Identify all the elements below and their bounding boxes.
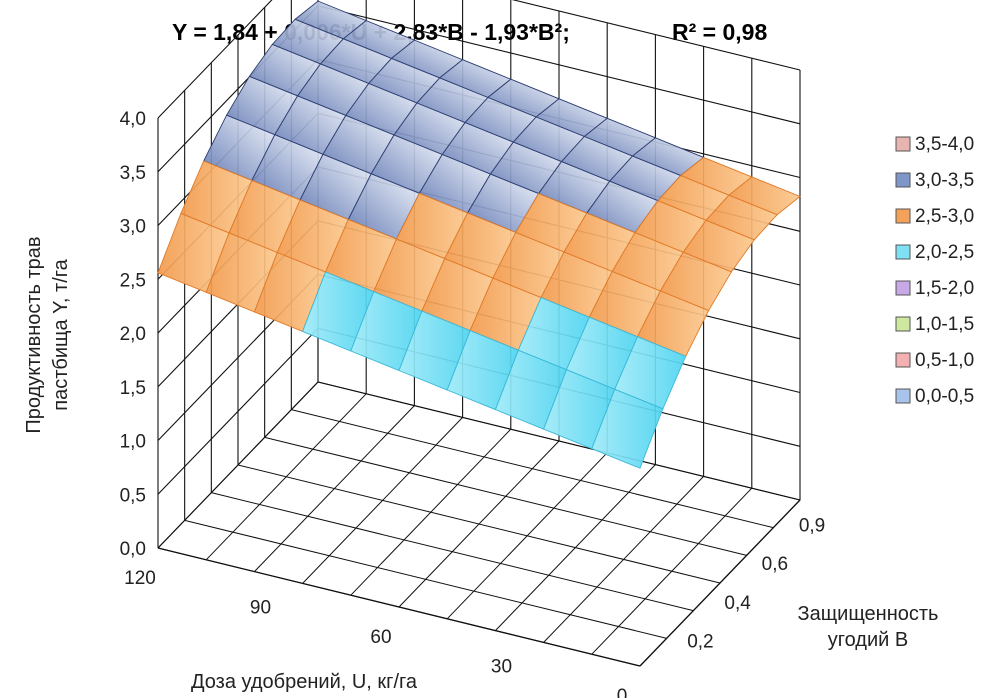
legend-swatch: [895, 172, 911, 188]
u-tick-label: 30: [491, 657, 512, 678]
y-tick-label: 0,5: [120, 485, 146, 506]
u-tick-label: 60: [370, 627, 391, 648]
y-tick-label: 3,5: [120, 163, 146, 184]
y-tick-label: 1,0: [120, 432, 146, 453]
grid-line: [446, 452, 608, 620]
legend-label: 0,0-0,5: [915, 386, 974, 407]
z-axis-label-line1: Защищенность: [798, 603, 939, 625]
y-tick-label: 3,0: [120, 217, 146, 238]
legend-swatch: [895, 136, 911, 152]
legend-swatch: [895, 388, 911, 404]
y-axis-label-line2: пастбища Y, т/га: [50, 258, 72, 410]
chart-legend: 3,5-4,0 3,0-3,5 2,5-3,0 2,0-2,5 1,5-2,0 1,0-1…: [895, 134, 974, 407]
grid-line: [591, 487, 753, 655]
legend-label: 1,0-1,5: [915, 314, 974, 335]
legend-swatch: [895, 280, 911, 296]
z-axis-label-line2: угодий В: [828, 629, 908, 651]
r-squared-label: R² = 0,98: [672, 19, 767, 45]
y-tick-label: 4,0: [120, 109, 146, 130]
b-tick-label: 0,4: [724, 593, 751, 614]
grid-line: [543, 476, 704, 643]
u-tick-label: 120: [124, 568, 156, 589]
legend-label: 0,5-1,0: [915, 350, 974, 371]
grid-line: [398, 440, 560, 608]
y-tick-label: 2,5: [120, 270, 146, 291]
surface-patch: [591, 388, 664, 469]
axis-line: [157, 547, 641, 667]
grid-line: [350, 428, 512, 596]
grid-line: [254, 405, 415, 572]
axis-ticks: 0,0 0,5 1,0 1,5 2,0 2,5 3,0 3,5 4,0 120 90 60 30 0 0,2…: [120, 109, 826, 698]
y-tick-label: 2,0: [120, 324, 146, 345]
legend-swatch: [895, 352, 911, 368]
grid-line: [205, 393, 367, 561]
legend-label: 3,0-3,5: [915, 170, 974, 191]
legend-label: 3,5-4,0: [915, 134, 974, 155]
legend-label: 1,5-2,0: [915, 278, 974, 299]
axis-line: [639, 499, 801, 667]
legend-swatch: [895, 244, 911, 260]
legend-swatch: [895, 208, 911, 224]
grid-line: [302, 417, 463, 584]
grid-line: [157, 381, 319, 549]
grid-line: [495, 464, 656, 631]
x-axis-label: Доза удобрений, U, кг/га: [191, 671, 418, 693]
b-tick-label: 0,2: [687, 631, 713, 652]
legend-swatch: [895, 316, 911, 332]
y-axis-label: Продуктивность трав пастбища Y, т/га: [23, 236, 72, 433]
y-tick-label: 1,5: [120, 378, 146, 399]
u-tick-label: 0: [617, 686, 628, 698]
y-tick-label: 0,0: [120, 539, 146, 560]
legend-label: 2,5-3,0: [915, 206, 974, 227]
chart-header: Y = 1,84 + 0,006*U + 2,83*B - 1,93*B²; R…: [172, 19, 767, 45]
response-surface: [157, 0, 801, 469]
legend-label: 2,0-2,5: [915, 242, 974, 263]
u-tick-label: 90: [250, 598, 271, 619]
y-axis-label-line1: Продуктивность трав: [23, 236, 45, 433]
b-tick-label: 0,6: [762, 554, 788, 575]
b-tick-label: 0,9: [799, 516, 825, 537]
